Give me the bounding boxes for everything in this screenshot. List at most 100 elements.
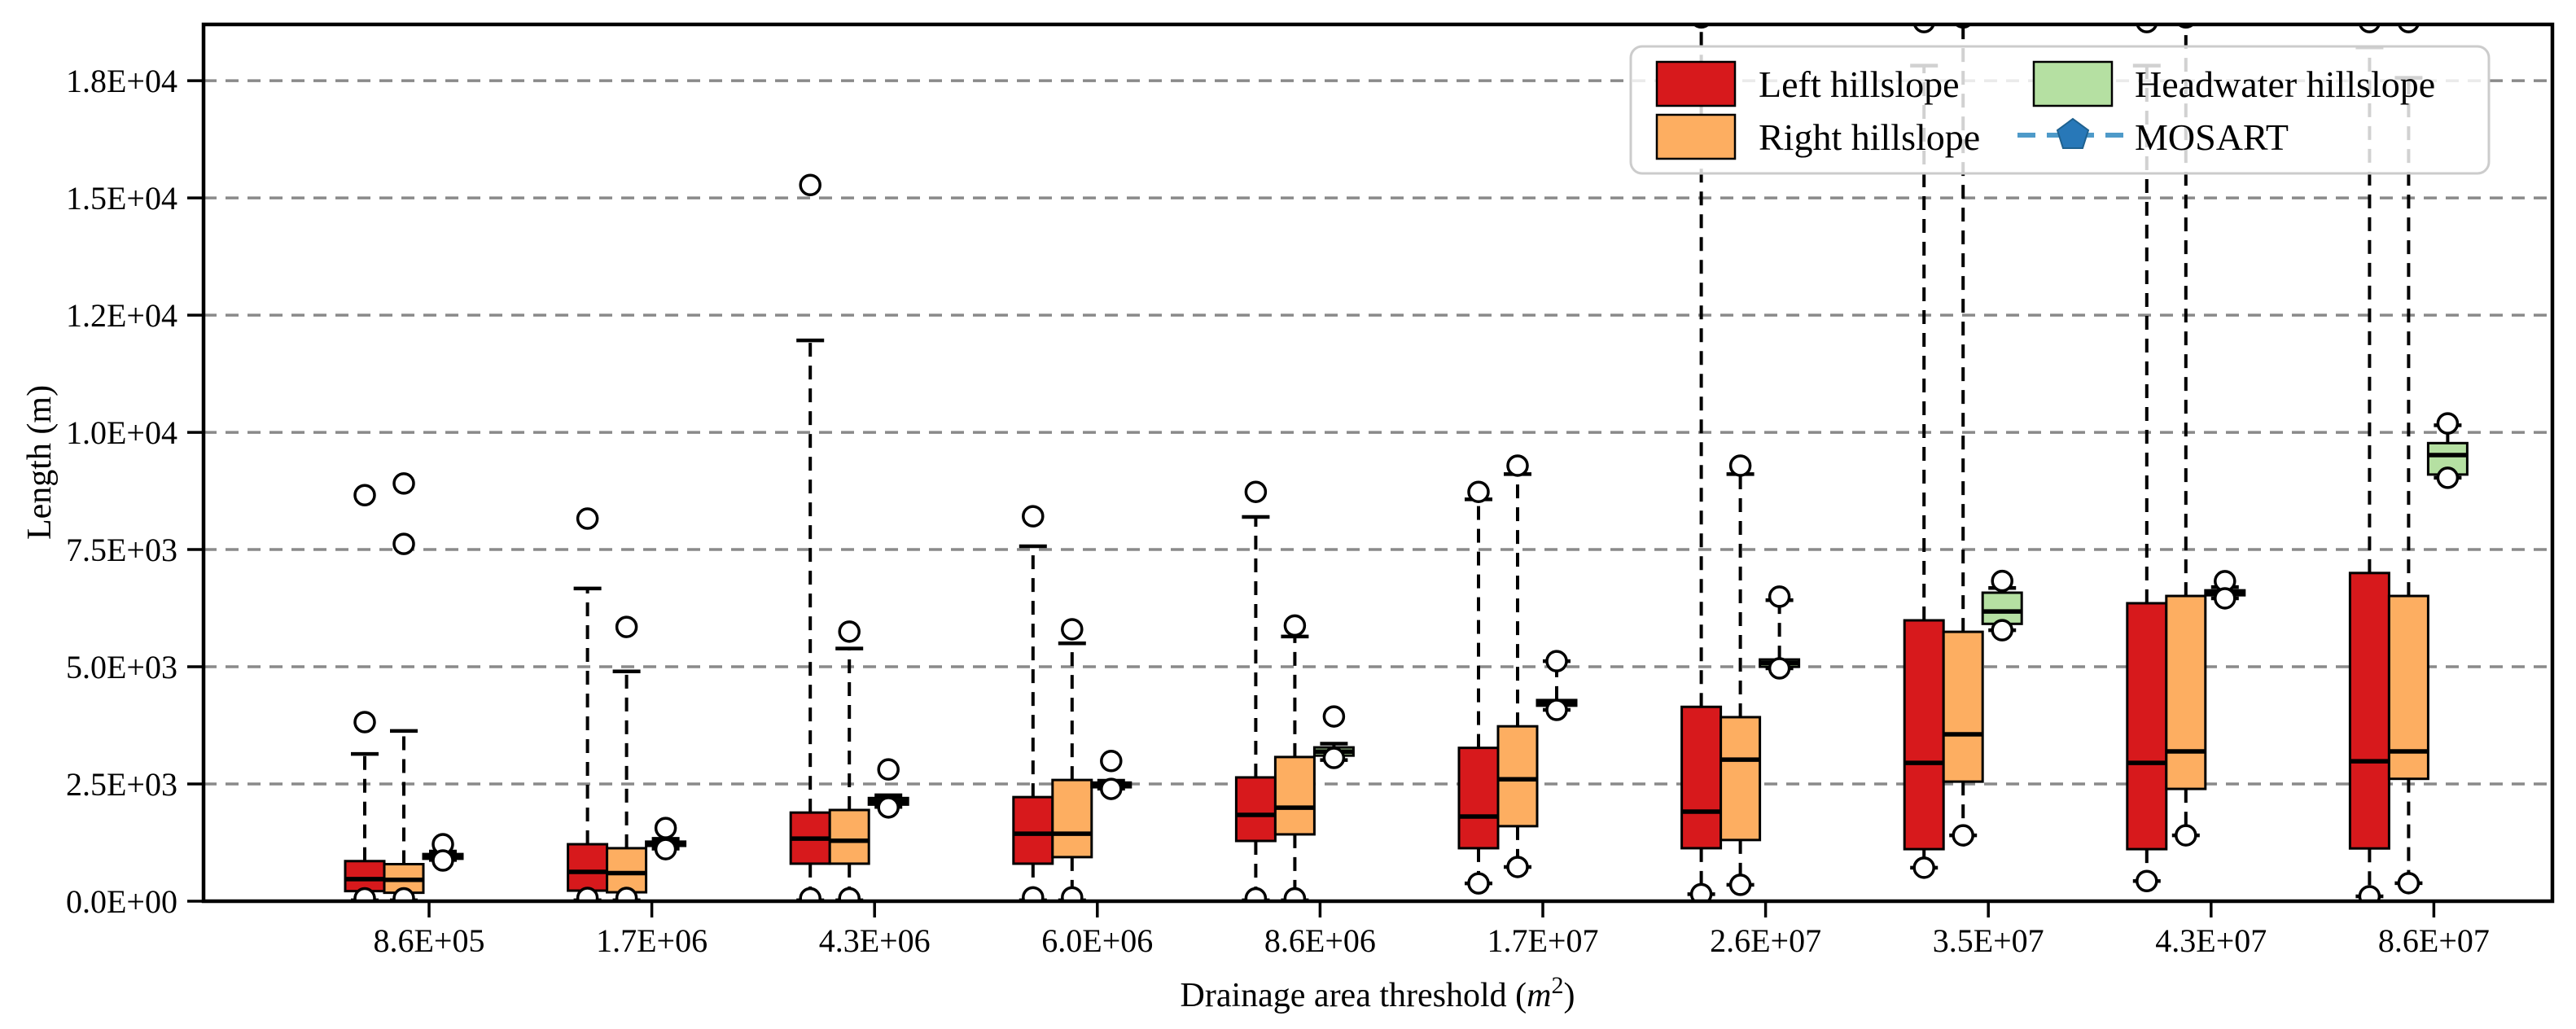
box [2165, 594, 2207, 790]
legend-right-hillslope-label: Right hillslope [1759, 116, 1980, 158]
outlier-marker [1506, 856, 1529, 878]
legend-left-hillslope-label: Left hillslope [1759, 63, 1960, 105]
x-axis: 8.6E+05 1.7E+06 4.3E+06 6.0E+06 8.6E+06 1.7E+… [374, 901, 2490, 959]
outlier-marker [1244, 480, 1268, 503]
x-tick-label: 2.6E+07 [1710, 922, 1821, 959]
box [1942, 630, 1984, 783]
box-group-8.6E+07-headwater-hillslope [2426, 412, 2469, 489]
outlier-marker [1952, 824, 1974, 847]
outlier-marker [1545, 650, 1568, 672]
x-axis-title: Drainage area threshold (m2) [1181, 972, 1575, 1014]
outlier-marker [576, 887, 599, 901]
box-group-8.6E+05-right-hillslope [383, 472, 425, 901]
x-axis-title-var: m [1527, 977, 1551, 1014]
y-tick-label: 2.5E+03 [66, 766, 177, 803]
outlier-marker [2436, 466, 2460, 489]
outlier-marker [1283, 887, 1307, 901]
outlier-marker [576, 507, 599, 530]
outlier-marker [1768, 657, 1791, 680]
outlier-marker [1545, 698, 1568, 721]
outlier-marker [1991, 619, 2013, 641]
x-axis-title-sup: 2 [1551, 972, 1563, 999]
box-group-2.6E+07-right-hillslope [1720, 454, 1762, 896]
box-group-4.3E+07-left-hillslope [2126, 24, 2168, 892]
outlier-marker [1283, 614, 1307, 637]
x-tick-label: 3.5E+07 [1933, 922, 2044, 959]
box-group-4.3E+07-right-hillslope [2165, 24, 2207, 847]
box-group-6.0E+06-left-hillslope [1012, 505, 1054, 901]
x-tick-label: 6.0E+06 [1041, 922, 1153, 959]
outlier-marker [432, 849, 454, 872]
outlier-marker [2436, 412, 2460, 435]
box-group-8.6E+07-left-hillslope [2348, 24, 2390, 901]
x-tick-label: 8.6E+05 [374, 922, 485, 959]
box-group-8.6E+05-left-hillslope [344, 484, 386, 901]
outlier-marker [1991, 569, 2013, 593]
plot-area: 0.0E+00 2.5E+03 5.0E+03 7.5E+03 1.0E+04 1.2E+… [66, 22, 2555, 959]
box [1981, 591, 2023, 625]
box [567, 843, 609, 892]
outlier-marker [1506, 454, 1529, 477]
outlier-marker [1689, 882, 1713, 901]
outlier-marker [392, 472, 415, 495]
legend-left-hillslope-swatch [1655, 60, 1737, 107]
outlier-marker [2397, 872, 2420, 895]
box [2387, 594, 2429, 781]
x-tick-label: 1.7E+06 [596, 922, 708, 959]
outlier-marker [1467, 480, 1490, 503]
outlier-marker [1100, 750, 1123, 773]
outlier-marker [1322, 705, 1346, 728]
outlier-marker [877, 758, 900, 781]
outlier-marker [353, 484, 376, 506]
outlier-marker [2136, 869, 2158, 892]
legend-mosart-label: MOSART [2135, 116, 2289, 158]
outlier-marker [1061, 886, 1084, 901]
outlier-marker [615, 615, 638, 638]
x-axis-title-close: ) [1563, 977, 1575, 1014]
outlier-marker [392, 532, 415, 555]
outlier-marker [1022, 886, 1045, 901]
box [2348, 571, 2390, 850]
axes-frame [201, 22, 2555, 904]
y-tick-label: 7.5E+03 [66, 532, 177, 568]
outlier-marker [799, 887, 821, 901]
box-group-1.7E+06-right-hillslope [606, 615, 648, 901]
box [2426, 441, 2469, 476]
outlier-marker [392, 887, 415, 901]
x-tick-label: 8.6E+06 [1264, 922, 1376, 959]
outlier-marker [2175, 824, 2197, 847]
box [1680, 705, 1723, 850]
outlier-marker [615, 887, 638, 901]
outlier-marker [1022, 505, 1045, 528]
legend-headwater-hillslope-label: Headwater hillslope [2135, 63, 2435, 105]
box-group-3.5E+07-headwater-hillslope [1981, 569, 2023, 641]
box [828, 808, 870, 865]
legend-headwater-hillslope-swatch [2032, 60, 2114, 107]
outlier-marker [1912, 856, 1935, 879]
outlier-marker [1244, 887, 1268, 901]
outlier-marker [1728, 454, 1752, 477]
box-group-8.6E+06-right-hillslope [1273, 614, 1316, 901]
box-group-4.3E+06-headwater-hillslope [867, 758, 909, 819]
box-group-6.0E+06-right-hillslope [1051, 618, 1093, 901]
y-axis-title: Length (m) [21, 385, 59, 540]
outlier-marker [2136, 24, 2158, 33]
box [606, 847, 648, 894]
box-group-6.0E+06-headwater-hillslope [1090, 750, 1132, 800]
y-tick-label: 5.0E+03 [66, 649, 177, 685]
box-group-3.5E+07-left-hillslope [1903, 24, 1945, 879]
box-group-8.6E+06-headwater-hillslope [1312, 705, 1355, 769]
box-group-8.6E+06-left-hillslope [1234, 480, 1277, 901]
box [1903, 619, 1945, 851]
box-group-4.3E+06-left-hillslope [789, 173, 831, 901]
x-tick-label: 8.6E+07 [2378, 922, 2490, 959]
outlier-marker [2214, 587, 2236, 610]
outlier-marker [1061, 618, 1084, 641]
outlier-marker [1728, 874, 1752, 896]
y-tick-label: 1.8E+04 [66, 63, 177, 99]
x-tick-label: 4.3E+07 [2155, 922, 2267, 959]
box-group-4.3E+06-right-hillslope [828, 620, 870, 901]
outlier-marker [654, 838, 677, 860]
